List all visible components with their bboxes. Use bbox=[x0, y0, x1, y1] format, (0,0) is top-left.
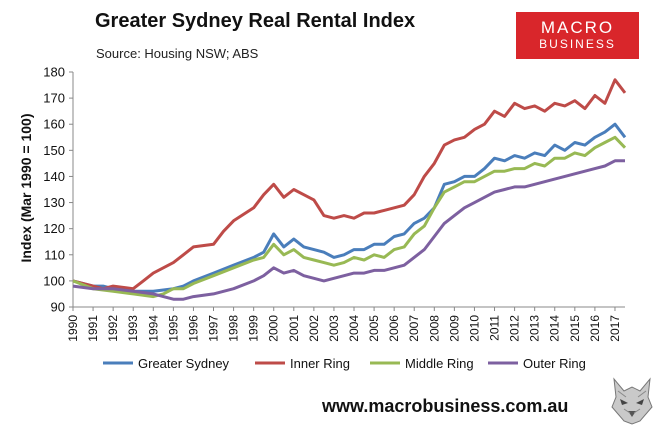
series-line-outer-ring bbox=[72, 159, 625, 301]
x-tick-label: 1998 bbox=[227, 315, 241, 342]
y-axis-ticks: 90 100 110 120 130 140 150 160 170 180 bbox=[43, 65, 73, 315]
x-tick-label: 1996 bbox=[186, 315, 200, 342]
x-tick-label: 2010 bbox=[467, 315, 481, 342]
x-tick-label: 2006 bbox=[387, 315, 401, 342]
x-tick-label: 1994 bbox=[146, 315, 160, 342]
y-tick-label: 180 bbox=[43, 65, 65, 80]
x-tick-label: 2012 bbox=[508, 315, 522, 342]
x-tick-label: 1995 bbox=[166, 315, 180, 342]
y-tick-label: 160 bbox=[43, 117, 65, 132]
legend-label-inner-ring: Inner Ring bbox=[290, 356, 350, 371]
x-tick-label: 2002 bbox=[307, 315, 321, 342]
x-tick-label: 2011 bbox=[488, 315, 502, 341]
y-tick-label: 140 bbox=[43, 169, 65, 184]
x-tick-label: 2004 bbox=[347, 315, 361, 342]
x-tick-label: 1991 bbox=[86, 315, 100, 342]
y-tick-label: 130 bbox=[43, 195, 65, 210]
y-tick-label: 110 bbox=[44, 247, 65, 262]
x-tick-label: 2000 bbox=[267, 315, 281, 342]
legend-label-greater-sydney: Greater Sydney bbox=[138, 356, 230, 371]
x-tick-label: 2013 bbox=[528, 315, 542, 342]
y-tick-label: 170 bbox=[43, 91, 65, 106]
x-tick-label: 2016 bbox=[588, 315, 602, 342]
logo-text-line1: MACRO bbox=[540, 18, 615, 37]
series-line-middle-ring bbox=[72, 135, 627, 299]
x-tick-label: 2015 bbox=[568, 315, 582, 342]
y-tick-label: 120 bbox=[43, 221, 65, 236]
x-tick-label: 1993 bbox=[126, 315, 140, 342]
x-tick-label: 2009 bbox=[447, 315, 461, 342]
y-tick-label: 90 bbox=[51, 300, 65, 315]
y-axis-label: Index (Mar 1990 = 100) bbox=[18, 113, 34, 262]
x-tick-label: 2001 bbox=[287, 315, 301, 342]
logo-text-line2: BUSINESS bbox=[539, 37, 616, 51]
x-tick-label: 2005 bbox=[367, 315, 381, 342]
x-tick-label: 2008 bbox=[427, 315, 441, 342]
macrobusiness-logo: MACRO BUSINESS bbox=[516, 12, 639, 59]
legend-label-middle-ring: Middle Ring bbox=[405, 356, 474, 371]
x-tick-label: 2017 bbox=[608, 315, 622, 342]
wolf-logo-icon bbox=[611, 377, 653, 425]
x-tick-label: 2003 bbox=[327, 315, 341, 342]
x-tick-label: 1999 bbox=[247, 315, 261, 342]
y-tick-label: 100 bbox=[43, 273, 65, 288]
website-url: www.macrobusiness.com.au bbox=[322, 396, 569, 416]
x-axis-ticks: 1990 1991 1992 1993 1994 1995 1996 1997 1998 1999… bbox=[66, 307, 622, 342]
chart-axes bbox=[72, 72, 625, 308]
series-line-inner-ring bbox=[72, 78, 627, 291]
x-tick-label: 2014 bbox=[548, 315, 562, 342]
legend-label-outer-ring: Outer Ring bbox=[523, 356, 586, 371]
x-tick-label: 1992 bbox=[106, 315, 120, 342]
series-lines bbox=[72, 78, 627, 301]
x-tick-label: 1997 bbox=[207, 315, 221, 342]
chart-legend: Greater Sydney Inner Ring Middle Ring Outer… bbox=[103, 356, 586, 371]
chart-title: Greater Sydney Real Rental Index bbox=[95, 10, 416, 32]
chart-subtitle: Source: Housing NSW; ABS bbox=[96, 46, 259, 61]
y-tick-label: 150 bbox=[43, 143, 65, 158]
x-tick-label: 2007 bbox=[407, 315, 421, 342]
series-line-greater-sydney bbox=[72, 122, 627, 293]
x-tick-label: 1990 bbox=[66, 315, 80, 342]
